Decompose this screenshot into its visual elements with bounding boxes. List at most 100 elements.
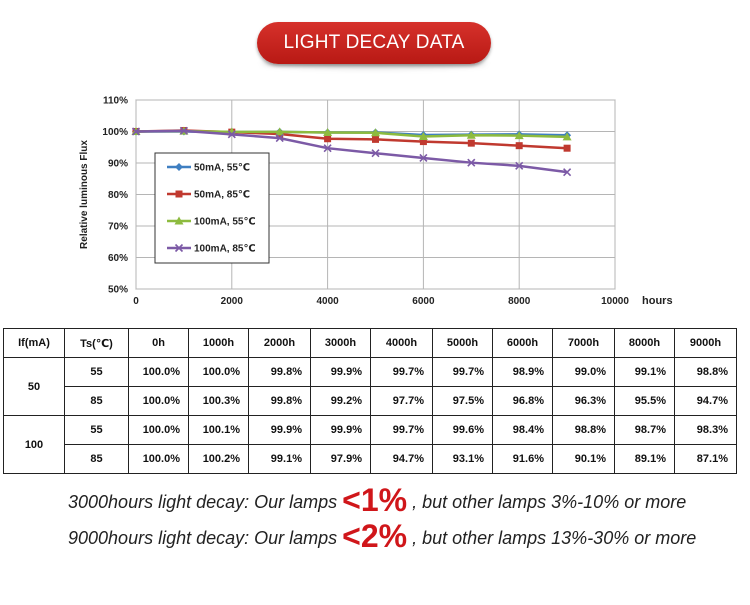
table-header-cell: 1000h: [188, 328, 249, 358]
temperature-cell: 85: [64, 444, 129, 474]
x-axis-label: hours: [642, 295, 673, 307]
value-cell: 100.0%: [128, 444, 189, 474]
value-cell: 96.8%: [492, 386, 553, 416]
value-cell: 99.8%: [248, 386, 311, 416]
data-point: [419, 138, 427, 146]
data-point: [515, 161, 524, 170]
value-cell: 100.2%: [188, 444, 249, 474]
temperature-cell: 85: [64, 386, 129, 416]
data-point: [514, 131, 524, 140]
data-point: [227, 130, 236, 139]
legend-label: 50mA, 55℃: [194, 163, 250, 174]
value-cell: 98.7%: [614, 415, 675, 445]
value-cell: 100.0%: [128, 386, 189, 416]
value-cell: 99.9%: [310, 415, 371, 445]
value-cell: 99.6%: [432, 415, 493, 445]
x-tick-label: 4000: [316, 296, 339, 307]
data-point: [323, 144, 332, 153]
data-point: [418, 132, 428, 141]
value-cell: 100.0%: [128, 415, 189, 445]
data-point: [563, 144, 571, 152]
data-point: [371, 149, 380, 158]
table-row: 85 100.0% 100.2% 99.1% 97.9% 94.7% 93.1% 91.6% 9…: [4, 444, 737, 474]
table-header-cell: 8000h: [614, 328, 675, 358]
light-decay-chart: 50% 60% 70% 80% 90% 100% 110% 0 2000 4000 6000 8000…: [79, 96, 673, 308]
decay-data-table: If(mA) Ts(℃) 0h 1000h 2000h 3000h 4000h 5000h 60…: [3, 328, 737, 474]
legend-box: [154, 152, 270, 264]
claim-3000h-value: <1%: [342, 482, 408, 518]
value-cell: 99.0%: [552, 357, 615, 387]
value-cell: 99.2%: [310, 386, 371, 416]
value-cell: 100.1%: [188, 415, 249, 445]
data-point: [419, 153, 428, 163]
table-header-cell: 7000h: [552, 328, 615, 358]
legend-marker: [174, 216, 184, 225]
legend-marker: [174, 243, 184, 253]
value-cell: 90.1%: [552, 444, 615, 474]
data-point: [562, 132, 572, 141]
table-header-cell: 5000h: [432, 328, 493, 358]
table-header-cell: 4000h: [370, 328, 433, 358]
value-cell: 93.1%: [432, 444, 493, 474]
data-point: [563, 168, 572, 177]
value-cell: 95.5%: [614, 386, 675, 416]
value-cell: 100.0%: [128, 357, 189, 387]
value-cell: 98.3%: [674, 415, 737, 445]
table-row: 100 55 100.0% 100.1% 99.9% 99.9% 99.7% 99.6% 98.…: [3, 415, 737, 474]
y-tick-label: 60%: [108, 253, 128, 264]
claim-9000h-value: <2%: [342, 518, 408, 554]
value-cell: 91.6%: [492, 444, 553, 474]
table-header-cell: 2000h: [248, 328, 311, 358]
data-point: [323, 127, 333, 136]
y-tick-label: 100%: [102, 127, 128, 138]
series-line: [135, 129, 568, 174]
value-cell: 98.9%: [492, 357, 553, 387]
x-tick-label: 0: [133, 296, 139, 307]
x-tick-label: 8000: [508, 296, 531, 307]
table-header-cell: 6000h: [492, 328, 553, 358]
claim-9000h: 9000hours light decay: Our lamps <2% , b…: [68, 518, 696, 555]
section-title: LIGHT DECAY DATA: [283, 32, 465, 53]
value-cell: 97.9%: [310, 444, 371, 474]
x-tick-label: 6000: [412, 296, 435, 307]
y-tick-label: 70%: [108, 222, 128, 233]
value-cell: 99.1%: [248, 444, 311, 474]
temperature-cell: 55: [64, 357, 129, 387]
value-cell: 97.7%: [370, 386, 433, 416]
data-point: [467, 158, 476, 167]
x-tick-label: 10000: [601, 296, 629, 307]
x-tick-label: 2000: [221, 296, 244, 307]
table-header-cell: 3000h: [310, 328, 371, 358]
legend-label: 100mA, 85℃: [194, 244, 256, 255]
data-point: [275, 134, 284, 143]
current-cell: 50: [3, 357, 65, 416]
claim-3000h-suffix: , but other lamps 3%-10% or more: [407, 492, 687, 512]
claim-3000h-prefix: 3000hours light decay: Our lamps: [68, 492, 343, 512]
legend-label: 50mA, 85℃: [194, 190, 250, 201]
value-cell: 97.5%: [432, 386, 493, 416]
claim-9000h-suffix: , but other lamps 13%-30% or more: [407, 528, 697, 548]
legend-marker: [175, 190, 183, 198]
value-cell: 98.4%: [492, 415, 553, 445]
data-point: [324, 135, 332, 143]
y-tick-label: 110%: [103, 96, 128, 107]
table-header-cell: Ts(℃): [64, 328, 129, 358]
table-header-row: If(mA) Ts(℃) 0h 1000h 2000h 3000h 4000h 5000h 60…: [3, 328, 737, 358]
data-point: [466, 130, 476, 139]
legend-label: 100mA, 55℃: [194, 217, 256, 228]
data-point: [515, 142, 523, 150]
claim-9000h-prefix: 9000hours light decay: Our lamps: [68, 528, 343, 548]
value-cell: 94.7%: [674, 386, 737, 416]
section-title-banner: LIGHT DECAY DATA: [257, 22, 491, 64]
value-cell: 94.7%: [370, 444, 433, 474]
value-cell: 100.3%: [188, 386, 249, 416]
value-cell: 99.1%: [614, 357, 675, 387]
legend-marker: [175, 163, 183, 171]
value-cell: 89.1%: [614, 444, 675, 474]
value-cell: 99.7%: [432, 357, 493, 387]
value-cell: 98.8%: [674, 357, 737, 387]
y-tick-label: 80%: [108, 190, 128, 201]
y-tick-label: 50%: [108, 285, 128, 296]
value-cell: 96.3%: [552, 386, 615, 416]
data-point: [467, 139, 475, 147]
